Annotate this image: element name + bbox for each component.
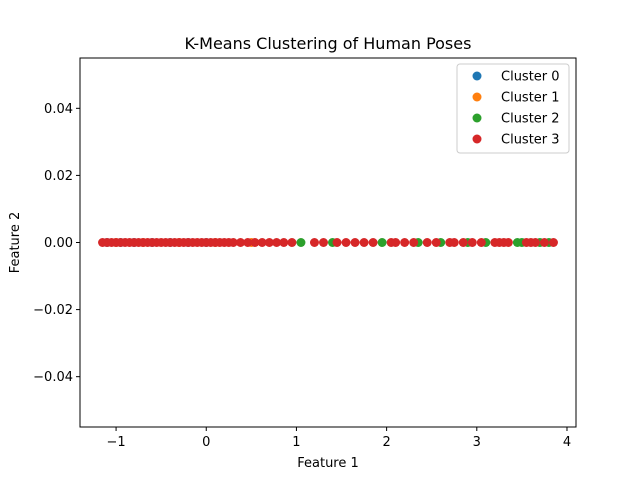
x-tick-label: 3 <box>473 435 481 450</box>
data-point-cluster-3 <box>431 238 441 247</box>
x-axis-ticks: −1 0 1 2 3 4 <box>106 427 571 450</box>
data-point-cluster-3 <box>309 238 319 247</box>
legend-label-cluster-0: Cluster 0 <box>501 70 560 85</box>
legend-label-cluster-3: Cluster 3 <box>501 133 560 148</box>
legend-marker-cluster-2 <box>472 113 482 123</box>
data-point-cluster-2 <box>377 238 387 247</box>
y-tick-label: 0.00 <box>44 236 73 251</box>
data-point-cluster-3 <box>409 238 419 247</box>
data-point-cluster-3 <box>341 238 351 247</box>
y-tick-label: 0.02 <box>44 169 73 184</box>
data-point-cluster-3 <box>250 238 260 247</box>
y-axis-label: Feature 2 <box>8 212 23 274</box>
x-tick-label: 4 <box>563 435 571 450</box>
data-point-cluster-3 <box>530 238 540 247</box>
data-point-cluster-3 <box>272 238 282 247</box>
data-point-cluster-3 <box>359 238 369 247</box>
y-tick-label: −0.02 <box>33 303 73 318</box>
data-point-cluster-3 <box>539 238 549 247</box>
y-tick-label: −0.04 <box>33 370 73 385</box>
data-point-cluster-3 <box>264 238 274 247</box>
data-point-cluster-3 <box>476 238 486 247</box>
data-point-cluster-3 <box>391 238 401 247</box>
data-point-cluster-3 <box>236 238 246 247</box>
data-point-cluster-2 <box>296 238 306 247</box>
data-point-cluster-3 <box>368 238 378 247</box>
data-points <box>98 238 558 247</box>
data-point-cluster-3 <box>228 238 238 247</box>
x-tick-label: 2 <box>382 435 390 450</box>
x-axis-label: Feature 1 <box>297 456 359 471</box>
legend-marker-cluster-3 <box>472 134 482 144</box>
x-tick-label: 1 <box>292 435 300 450</box>
data-point-cluster-3 <box>332 238 342 247</box>
data-point-cluster-3 <box>257 238 267 247</box>
chart-title: K-Means Clustering of Human Poses <box>185 34 472 53</box>
legend-label-cluster-2: Cluster 2 <box>501 112 560 127</box>
data-point-cluster-3 <box>279 238 289 247</box>
legend-marker-cluster-0 <box>472 71 482 81</box>
data-point-cluster-3 <box>422 238 432 247</box>
data-point-cluster-3 <box>287 238 297 247</box>
x-tick-label: −1 <box>106 435 125 450</box>
y-axis-ticks: −0.04 −0.02 0.00 0.02 0.04 <box>33 102 80 385</box>
x-tick-label: 0 <box>202 435 210 450</box>
data-point-cluster-3 <box>458 238 468 247</box>
data-point-cluster-3 <box>548 238 558 247</box>
legend-frame <box>456 63 570 154</box>
y-tick-label: 0.04 <box>44 102 73 117</box>
data-point-cluster-3 <box>449 238 459 247</box>
legend: Cluster 0 Cluster 1 Cluster 2 Cluster 3 <box>456 63 570 154</box>
data-point-cluster-3 <box>400 238 410 247</box>
data-point-cluster-3 <box>318 238 328 247</box>
legend-marker-cluster-1 <box>472 92 482 102</box>
legend-label-cluster-1: Cluster 1 <box>501 91 560 106</box>
data-point-cluster-3 <box>243 238 253 247</box>
data-point-cluster-3 <box>467 238 477 247</box>
data-point-cluster-3 <box>503 238 513 247</box>
data-point-cluster-3 <box>350 238 360 247</box>
